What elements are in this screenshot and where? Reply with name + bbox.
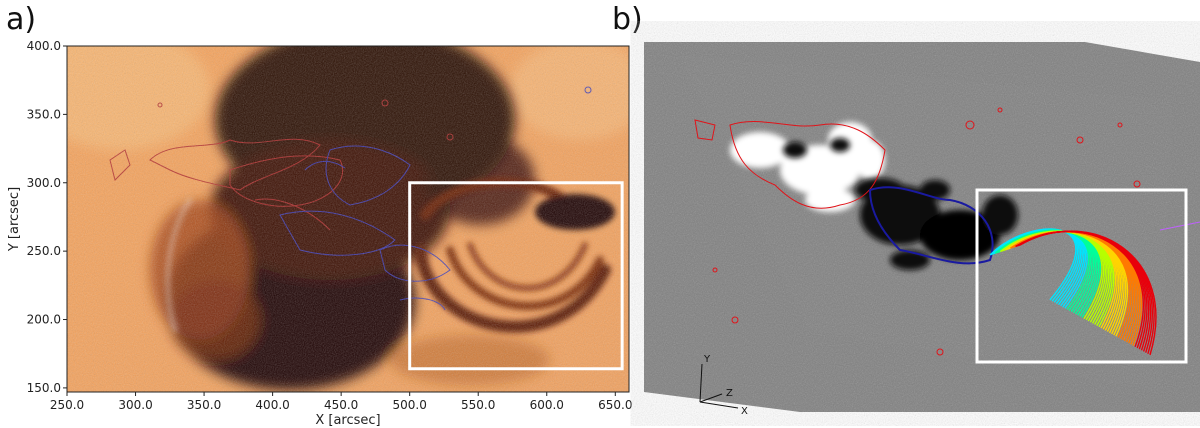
- y-tick-label: 150.0: [27, 381, 61, 395]
- x-tick-label: 600.0: [530, 398, 564, 412]
- region-box: [408, 181, 624, 371]
- x-tick-label: 400.0: [255, 398, 289, 412]
- y-axis-label: Y [arcsec]: [7, 187, 22, 252]
- y-tick-label: 300.0: [27, 176, 61, 190]
- triad-z-label: Z: [726, 388, 733, 399]
- panel-a-image: [67, 46, 629, 392]
- y-axis-arrow: [699, 363, 703, 403]
- x-axis-label: X [arcsec]: [315, 413, 380, 428]
- z-axis-arrow: [699, 393, 723, 403]
- field-lines: [989, 228, 1157, 356]
- x-tick-label: 250.0: [50, 398, 84, 412]
- axes-triad: [699, 363, 739, 409]
- x-tick-label: 350.0: [187, 398, 221, 412]
- triad-y-label: Y: [703, 354, 711, 365]
- x-tick-label: 300.0: [118, 398, 152, 412]
- panel-b-label: b): [612, 2, 643, 37]
- x-tick-label: 550.0: [461, 398, 495, 412]
- y-tick-label: 400.0: [27, 39, 61, 53]
- panel-a-frame: [66, 45, 630, 393]
- panel-b-image: [644, 42, 1200, 412]
- panel-a-label: a): [6, 2, 37, 37]
- triad-x-label: X: [741, 406, 748, 417]
- panel-a-box: [408, 181, 624, 371]
- x-tick-label: 650.0: [598, 398, 632, 412]
- panel-a-axes: 250.0 300.0 350.0 400.0 450.0 500.0 550.0 600.0…: [7, 39, 632, 428]
- y-tick-label: 250.0: [27, 244, 61, 258]
- y-tick-label: 350.0: [27, 107, 61, 121]
- x-axis-arrow: [699, 401, 739, 409]
- x-tick-label: 500.0: [393, 398, 427, 412]
- panel-b-box: [975, 188, 1188, 364]
- x-tick-label: 450.0: [324, 398, 358, 412]
- y-tick-label: 200.0: [27, 313, 61, 327]
- field-line: [1019, 230, 1157, 356]
